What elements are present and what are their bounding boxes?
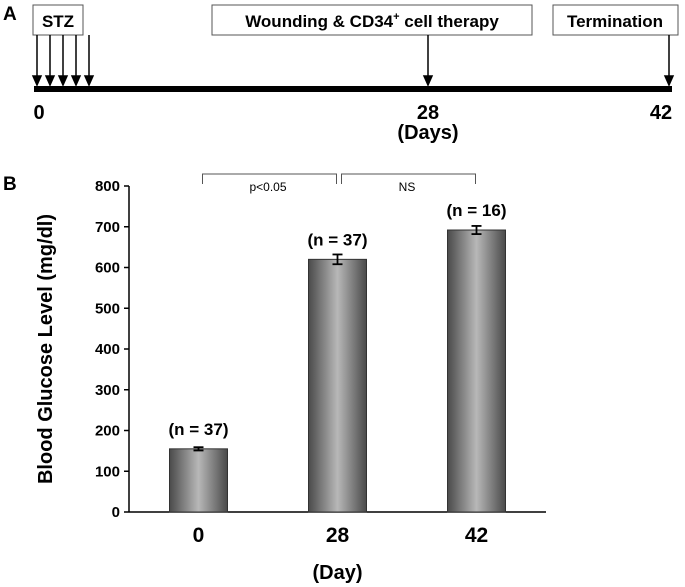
y-tick-label: 100: [95, 463, 120, 480]
stz-box: STZ: [32, 4, 84, 36]
termination-arrow: [663, 35, 675, 87]
x-axis-title: (Day): [312, 562, 362, 584]
bar-day-42: [447, 229, 506, 513]
n-label: (n = 37): [308, 230, 368, 249]
timeline-start-label: 0: [33, 102, 44, 124]
stz-arrow-1: [31, 35, 43, 87]
y-tick-label: 500: [95, 300, 120, 317]
stz-arrow-2: [44, 35, 56, 87]
n-label: (n = 16): [447, 201, 507, 220]
x-tick-label: 42: [465, 524, 488, 547]
x-tick-label: 0: [193, 524, 205, 547]
stz-arrow-5: [83, 35, 95, 87]
bar-day-28: [308, 258, 367, 513]
significance-label: NS: [399, 180, 416, 194]
y-tick-label: 600: [95, 260, 120, 277]
wounding-label-main: Wounding & CD34: [245, 12, 393, 31]
stz-arrow-3: [57, 35, 69, 87]
y-tick-label: 700: [95, 219, 120, 236]
significance-bracket: NS: [341, 173, 476, 194]
timeline-unit-label: (Days): [397, 122, 458, 144]
stz-arrow-4: [70, 35, 82, 87]
error-bar: [471, 225, 482, 235]
panel-b-letter: B: [3, 174, 17, 195]
y-axis-title: Blood Glucose Level (mg/dl): [35, 214, 57, 484]
x-tick-label: 28: [326, 524, 350, 547]
y-ticks: 0 100 200 300 400 500 600 700 800: [95, 178, 129, 521]
stz-arrows: [31, 35, 95, 87]
error-bar: [193, 446, 204, 452]
y-tick-label: 0: [112, 504, 120, 521]
y-tick-label: 800: [95, 178, 120, 195]
timeline-mid-label: 28: [417, 102, 439, 124]
significance-bracket: p<0.05: [202, 173, 337, 194]
y-tick-label: 300: [95, 382, 120, 399]
wounding-label: Wounding & CD34+ cell therapy: [245, 11, 499, 31]
termination-label: Termination: [567, 12, 663, 31]
wounding-label-tail: cell therapy: [400, 12, 500, 31]
bars: (n = 37) (n = 37) (n = 16): [169, 201, 507, 513]
termination-box: Termination: [552, 4, 679, 36]
panel-a-letter: A: [3, 4, 17, 25]
significance-brackets: p<0.05 NS: [202, 173, 476, 194]
timeline-end-label: 42: [650, 102, 672, 124]
error-bar: [332, 253, 343, 266]
y-tick-label: 400: [95, 341, 120, 358]
y-tick-label: 200: [95, 423, 120, 440]
timeline-bar: [34, 86, 672, 92]
significance-label: p<0.05: [249, 180, 286, 194]
n-label: (n = 37): [169, 420, 229, 439]
x-tick-labels: 0 28 42: [193, 524, 489, 547]
bar-day-0: [169, 448, 228, 513]
wounding-box: Wounding & CD34+ cell therapy: [211, 4, 533, 36]
stz-label: STZ: [42, 12, 74, 31]
wounding-arrow: [422, 35, 434, 87]
wounding-label-sup: +: [393, 11, 399, 23]
